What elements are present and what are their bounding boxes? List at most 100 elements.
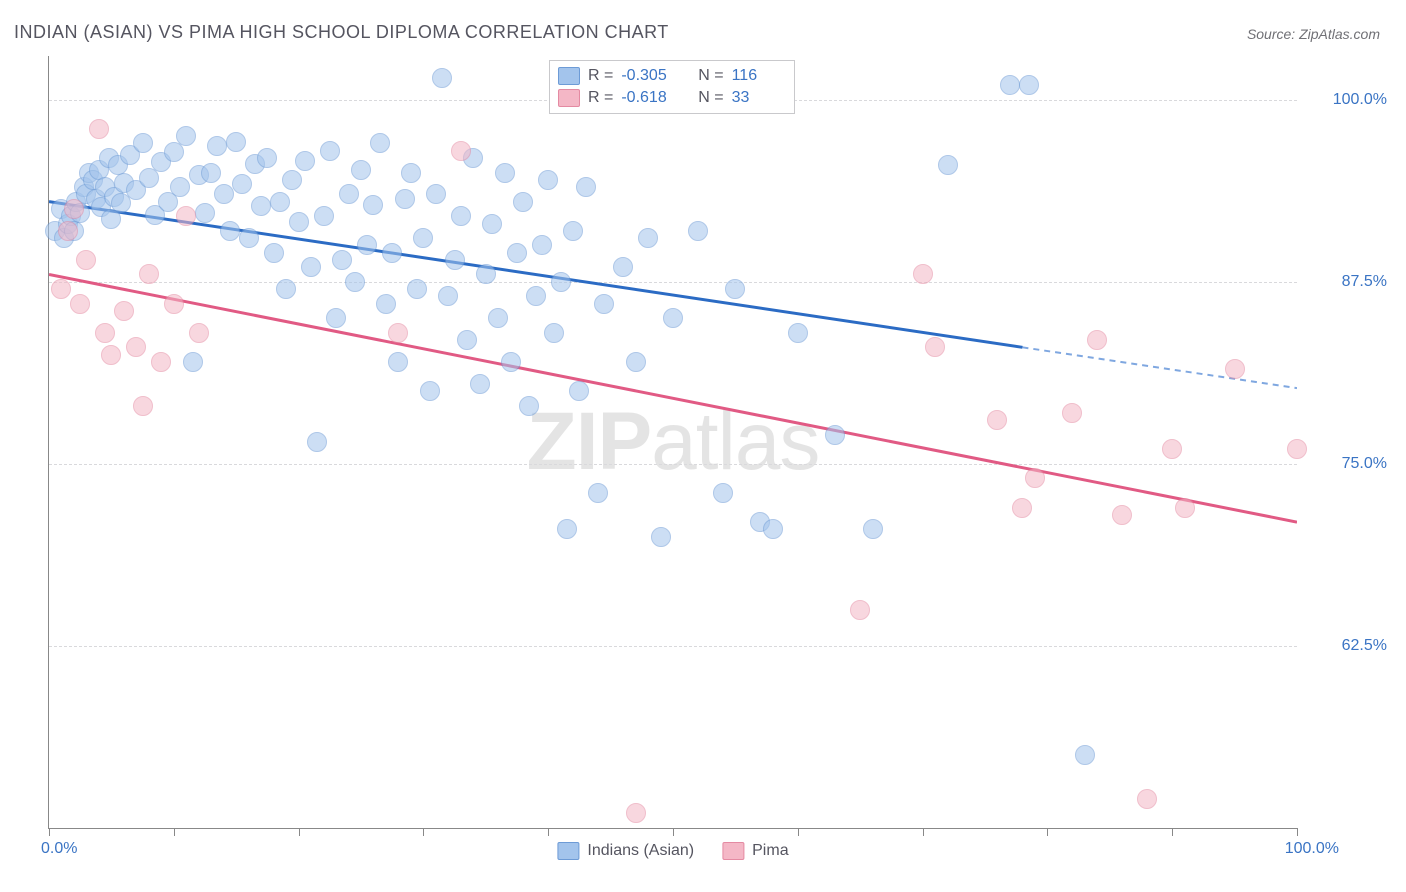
- data-point: [626, 352, 646, 372]
- x-tick: [923, 828, 924, 836]
- data-point: [257, 148, 277, 168]
- x-tick-label: 0.0%: [41, 840, 77, 858]
- data-point: [70, 294, 90, 314]
- data-point: [76, 250, 96, 270]
- data-point: [133, 396, 153, 416]
- data-point: [1000, 75, 1020, 95]
- data-point: [1075, 745, 1095, 765]
- data-point: [207, 136, 227, 156]
- data-point: [507, 243, 527, 263]
- data-point: [164, 294, 184, 314]
- data-point: [95, 323, 115, 343]
- data-point: [289, 212, 309, 232]
- data-point: [495, 163, 515, 183]
- data-point: [557, 519, 577, 539]
- data-point: [526, 286, 546, 306]
- legend-swatch: [557, 842, 579, 860]
- data-point: [532, 235, 552, 255]
- data-point: [320, 141, 340, 161]
- legend-item: Pima: [722, 842, 788, 860]
- data-point: [451, 206, 471, 226]
- data-point: [863, 519, 883, 539]
- chart-title: INDIAN (ASIAN) VS PIMA HIGH SCHOOL DIPLO…: [14, 22, 669, 43]
- data-point: [363, 195, 383, 215]
- y-tick-label: 62.5%: [1307, 637, 1387, 655]
- data-point: [151, 352, 171, 372]
- data-point: [1087, 330, 1107, 350]
- data-point: [264, 243, 284, 263]
- watermark: ZIPatlas: [527, 395, 820, 489]
- data-point: [725, 279, 745, 299]
- data-point: [170, 177, 190, 197]
- data-point: [1287, 439, 1307, 459]
- x-tick: [1047, 828, 1048, 836]
- data-point: [332, 250, 352, 270]
- legend-label: Pima: [752, 842, 788, 860]
- data-point: [51, 279, 71, 299]
- data-point: [407, 279, 427, 299]
- data-point: [413, 228, 433, 248]
- data-point: [482, 214, 502, 234]
- legend-swatch: [722, 842, 744, 860]
- data-point: [388, 323, 408, 343]
- data-point: [1025, 468, 1045, 488]
- data-point: [339, 184, 359, 204]
- data-point: [576, 177, 596, 197]
- data-point: [382, 243, 402, 263]
- data-point: [345, 272, 365, 292]
- data-point: [538, 170, 558, 190]
- data-point: [133, 133, 153, 153]
- data-point: [370, 133, 390, 153]
- x-tick: [798, 828, 799, 836]
- data-point: [1175, 498, 1195, 518]
- plot-area: ZIPatlas 62.5%75.0%87.5%100.0%0.0%100.0%…: [48, 56, 1297, 829]
- data-point: [351, 160, 371, 180]
- data-point: [651, 527, 671, 547]
- data-point: [438, 286, 458, 306]
- data-point: [89, 119, 109, 139]
- data-point: [1019, 75, 1039, 95]
- data-point: [913, 264, 933, 284]
- data-point: [551, 272, 571, 292]
- legend-row: R = -0.305 N = 116: [558, 65, 784, 87]
- data-point: [445, 250, 465, 270]
- series-legend: Indians (Asian) Pima: [557, 842, 788, 860]
- gridline: [49, 282, 1297, 283]
- data-point: [220, 221, 240, 241]
- data-point: [401, 163, 421, 183]
- data-point: [1225, 359, 1245, 379]
- data-point: [307, 432, 327, 452]
- data-point: [1062, 403, 1082, 423]
- data-point: [513, 192, 533, 212]
- y-tick-label: 75.0%: [1307, 455, 1387, 473]
- legend-item: Indians (Asian): [557, 842, 694, 860]
- trend-lines: [49, 56, 1297, 828]
- data-point: [388, 352, 408, 372]
- data-point: [64, 199, 84, 219]
- data-point: [938, 155, 958, 175]
- data-point: [295, 151, 315, 171]
- data-point: [451, 141, 471, 161]
- y-tick-label: 100.0%: [1307, 91, 1387, 109]
- x-tick: [299, 828, 300, 836]
- data-point: [457, 330, 477, 350]
- data-point: [214, 184, 234, 204]
- data-point: [326, 308, 346, 328]
- data-point: [114, 301, 134, 321]
- data-point: [519, 396, 539, 416]
- x-tick: [1297, 828, 1298, 836]
- data-point: [825, 425, 845, 445]
- data-point: [763, 519, 783, 539]
- data-point: [850, 600, 870, 620]
- x-tick: [1172, 828, 1173, 836]
- data-point: [395, 189, 415, 209]
- data-point: [432, 68, 452, 88]
- data-point: [314, 206, 334, 226]
- data-point: [1012, 498, 1032, 518]
- legend-label: Indians (Asian): [587, 842, 694, 860]
- gridline: [49, 646, 1297, 647]
- y-tick-label: 87.5%: [1307, 273, 1387, 291]
- x-tick: [673, 828, 674, 836]
- legend-swatch: [558, 89, 580, 107]
- legend-swatch: [558, 67, 580, 85]
